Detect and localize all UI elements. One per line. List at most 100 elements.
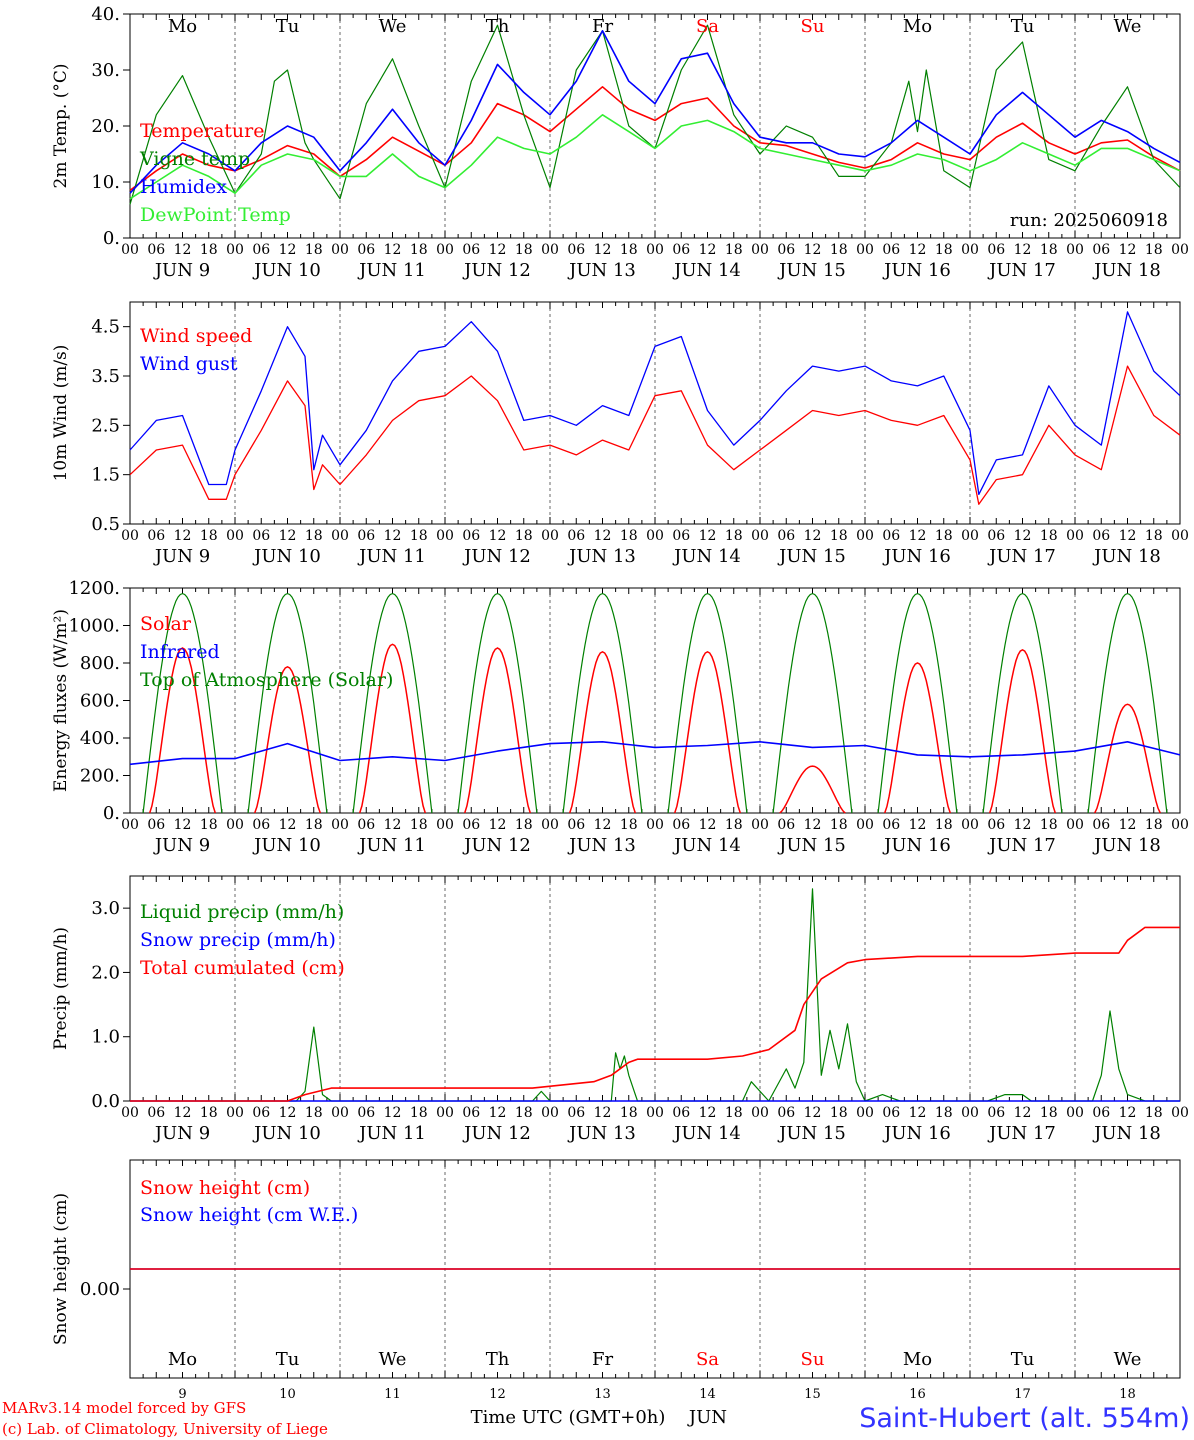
y-tick-label: 600.	[80, 691, 120, 712]
date-label: JUN 14	[672, 835, 741, 856]
weekday-label: We	[1114, 1349, 1142, 1370]
hour-tick-label: 00	[1171, 528, 1189, 544]
hour-tick-label: 00	[226, 817, 244, 833]
hour-tick-label: 12	[699, 242, 717, 258]
hour-tick-label: 06	[252, 817, 270, 833]
date-label: JUN 11	[357, 1123, 426, 1144]
y-tick-label: 0.0	[91, 1091, 120, 1112]
date-label: JUN 9	[153, 546, 210, 567]
date-label: JUN 15	[777, 835, 846, 856]
date-label: JUN 16	[882, 546, 951, 567]
hour-tick-label: 06	[567, 242, 585, 258]
y-tick-label: 2.0	[91, 962, 120, 983]
hour-tick-label: 12	[384, 1105, 402, 1121]
hour-tick-label: 06	[252, 242, 270, 258]
hour-tick-label: 06	[672, 528, 690, 544]
hour-tick-label: 06	[252, 1105, 270, 1121]
weekday-label: Th	[486, 1349, 510, 1370]
y-tick-label: 800.	[80, 653, 120, 674]
date-label: JUN 14	[672, 1123, 741, 1144]
hour-tick-label: 12	[384, 528, 402, 544]
hour-tick-label: 18	[935, 1105, 953, 1121]
credit-line-2: (c) Lab. of Climatology, University of L…	[2, 1420, 328, 1438]
toa-solar-curve	[667, 592, 748, 814]
hour-tick-label: 18	[830, 817, 848, 833]
hour-tick-label: 18	[620, 528, 638, 544]
hour-tick-label: 12	[489, 528, 507, 544]
legend-entry: Wind speed	[140, 325, 252, 347]
toa-solar-curve	[352, 592, 433, 814]
solar-curve	[148, 647, 217, 814]
hour-tick-label: 06	[462, 817, 480, 833]
hour-tick-label: 12	[174, 242, 192, 258]
date-label: JUN 14	[672, 260, 741, 281]
y-axis-label: Energy fluxes (W/m²)	[51, 609, 71, 792]
hour-tick-label: 00	[331, 242, 349, 258]
hour-tick-label: 18	[1040, 242, 1058, 258]
hour-tick-label: 12	[1119, 242, 1137, 258]
hour-tick-label: 12	[174, 528, 192, 544]
hour-tick-label: 18	[725, 1105, 743, 1121]
hour-tick-label: 00	[961, 242, 979, 258]
legend-entry: DewPoint Temp	[140, 204, 291, 226]
hour-tick-label: 18	[305, 528, 323, 544]
series-line	[129, 740, 1181, 766]
hour-tick-label: 00	[1171, 817, 1189, 833]
hour-tick-label: 06	[147, 528, 165, 544]
legend-entry: Snow height (cm)	[140, 1177, 310, 1199]
day-number-label: 16	[909, 1387, 926, 1402]
hour-tick-label: 06	[1092, 242, 1110, 258]
series-line	[129, 365, 1181, 505]
date-label: JUN 11	[357, 546, 426, 567]
weekday-label: Fr	[592, 16, 613, 37]
hour-tick-label: 00	[436, 528, 454, 544]
day-number-label: 17	[1014, 1387, 1031, 1402]
hour-tick-label: 12	[804, 242, 822, 258]
y-tick-label: 2.5	[91, 415, 120, 436]
date-label: JUN 12	[462, 1123, 531, 1144]
hour-tick-label: 06	[462, 528, 480, 544]
hour-tick-label: 06	[777, 242, 795, 258]
hour-tick-label: 00	[226, 528, 244, 544]
date-label: JUN 15	[777, 260, 846, 281]
hour-tick-label: 00	[961, 528, 979, 544]
date-label: JUN 13	[567, 546, 636, 567]
hour-tick-label: 00	[121, 1105, 139, 1121]
y-tick-label: 3.0	[91, 898, 120, 919]
hour-tick-label: 00	[856, 1105, 874, 1121]
solar-curve	[358, 643, 427, 814]
hour-tick-label: 12	[279, 528, 297, 544]
hour-tick-label: 06	[672, 1105, 690, 1121]
hour-tick-label: 18	[1040, 528, 1058, 544]
hour-tick-label: 12	[174, 1105, 192, 1121]
hour-tick-label: 12	[594, 817, 612, 833]
hour-tick-label: 00	[541, 817, 559, 833]
hour-tick-label: 06	[462, 1105, 480, 1121]
y-tick-label: 1.0	[91, 1027, 120, 1048]
hour-tick-label: 12	[279, 817, 297, 833]
weekday-label: Tu	[1011, 16, 1035, 37]
weekday-label: Tu	[1011, 1349, 1035, 1370]
date-label: JUN 9	[153, 835, 210, 856]
date-label: JUN 11	[357, 260, 426, 281]
hour-tick-label: 00	[121, 242, 139, 258]
hour-tick-label: 12	[909, 528, 927, 544]
hour-tick-label: 06	[147, 242, 165, 258]
date-label: JUN 9	[153, 260, 210, 281]
weekday-label: We	[1114, 16, 1142, 37]
hour-tick-label: 00	[541, 528, 559, 544]
solar-curve	[253, 665, 322, 814]
hour-tick-label: 18	[1040, 1105, 1058, 1121]
legend-entry: Temperature	[140, 120, 264, 142]
hour-tick-label: 00	[1171, 242, 1189, 258]
hour-tick-label: 18	[515, 1105, 533, 1121]
hour-tick-label: 00	[646, 528, 664, 544]
hour-tick-label: 06	[777, 528, 795, 544]
weekday-label: Sa	[696, 16, 719, 37]
date-label: JUN 13	[567, 1123, 636, 1144]
weekday-label: We	[379, 16, 407, 37]
date-label: JUN 13	[567, 260, 636, 281]
weekday-label: Su	[801, 1349, 825, 1370]
weekday-label: Mo	[168, 16, 197, 37]
hour-tick-label: 00	[751, 528, 769, 544]
